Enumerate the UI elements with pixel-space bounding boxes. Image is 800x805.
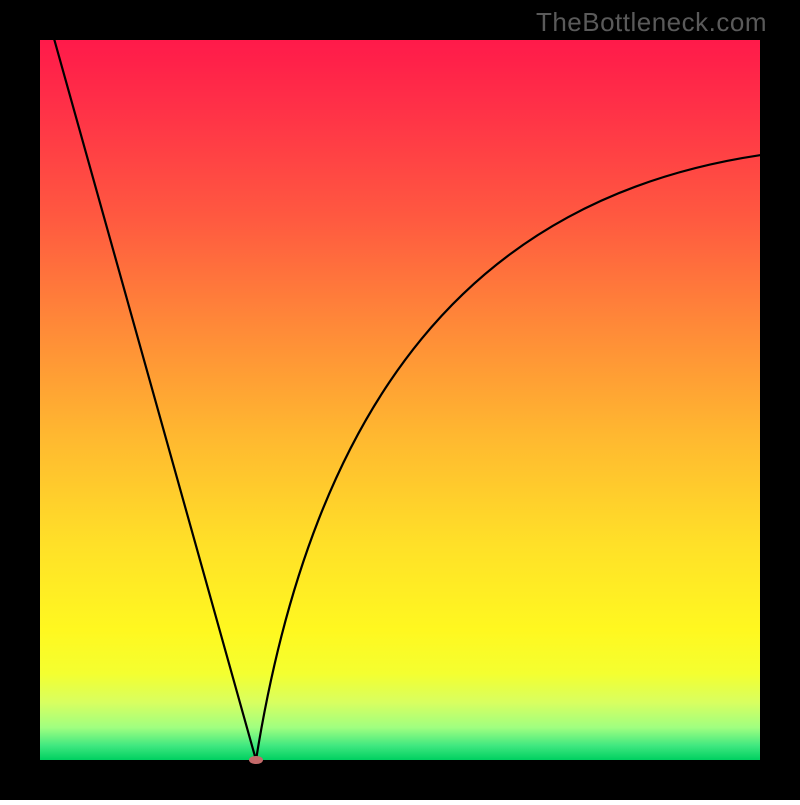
bottleneck-curve (40, 40, 760, 760)
chart-container: TheBottleneck.com (0, 0, 800, 800)
plot-area (40, 40, 760, 760)
watermark-text: TheBottleneck.com (536, 7, 767, 38)
